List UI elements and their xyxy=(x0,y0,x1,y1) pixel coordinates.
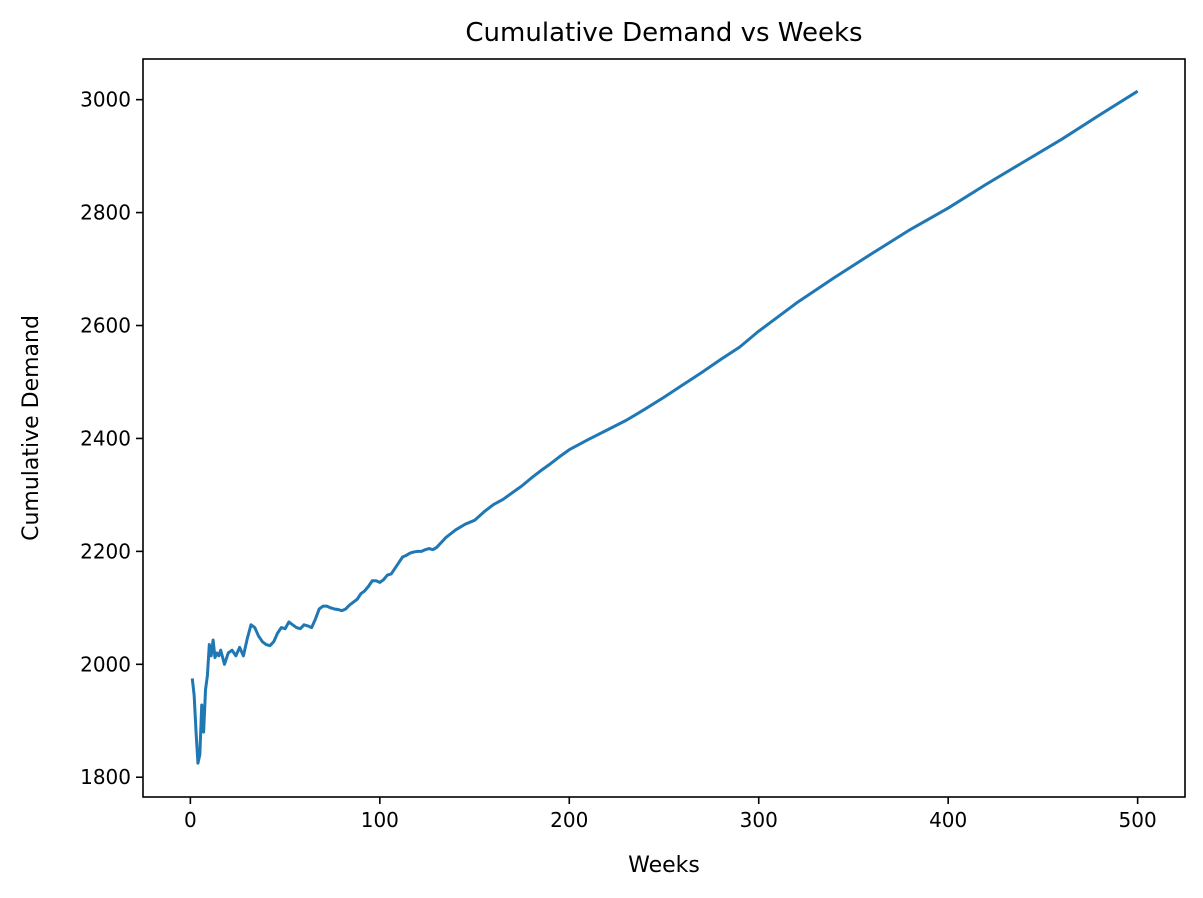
x-axis-label: Weeks xyxy=(628,853,700,878)
x-tick-label: 100 xyxy=(361,808,399,832)
plot-layer xyxy=(190,89,1139,765)
y-tick-label: 2400 xyxy=(80,426,131,450)
y-tick-label: 2000 xyxy=(80,652,131,676)
y-tick-label: 2800 xyxy=(80,201,131,225)
x-axis-ticks: 0 100 200 300 400 500 xyxy=(184,797,1157,832)
y-axis-label: Cumulative Demand xyxy=(19,315,44,541)
y-axis-ticks: 1800 2000 2200 2400 2600 2800 3000 xyxy=(80,88,143,789)
series-line-1 xyxy=(190,89,1139,765)
x-tick-label: 400 xyxy=(929,808,967,832)
x-tick-label: 200 xyxy=(550,808,588,832)
x-tick-label: 0 xyxy=(184,808,197,832)
x-tick-label: 500 xyxy=(1119,808,1157,832)
y-tick-label: 1800 xyxy=(80,765,131,789)
plot-frame xyxy=(142,58,1186,798)
chart-title: Cumulative Demand vs Weeks xyxy=(465,18,862,48)
y-tick-label: 2600 xyxy=(80,314,131,338)
y-tick-label: 2200 xyxy=(80,539,131,563)
y-tick-label: 3000 xyxy=(80,88,131,112)
x-tick-label: 300 xyxy=(740,808,778,832)
